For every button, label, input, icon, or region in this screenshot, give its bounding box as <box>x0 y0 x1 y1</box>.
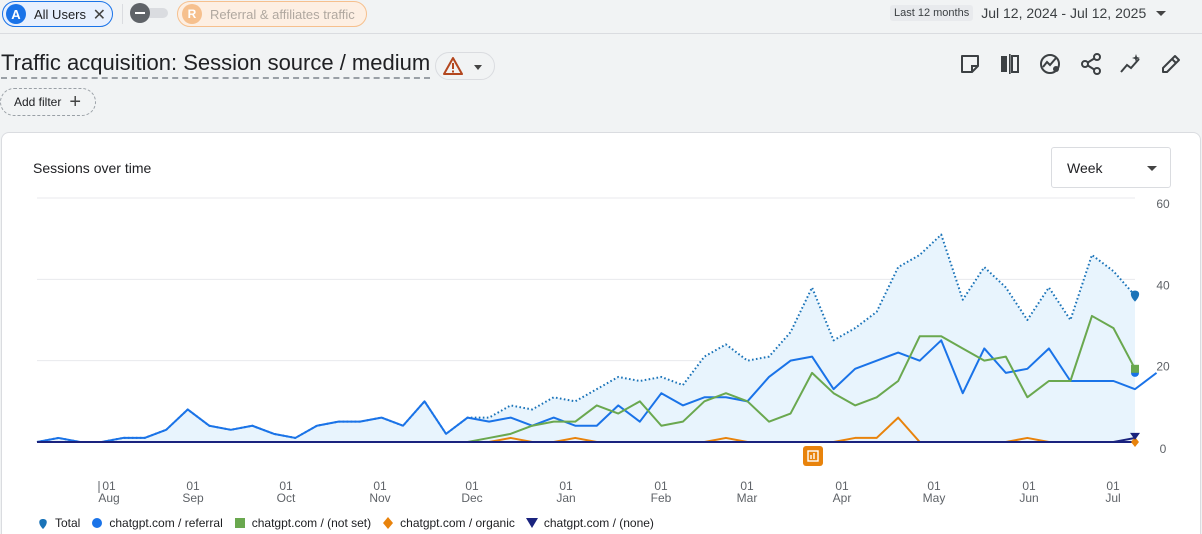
legend-item[interactable]: Total <box>36 516 80 530</box>
x-tick-day: 01 <box>927 479 941 493</box>
legend-item[interactable]: chatgpt.com / (not set) <box>233 516 371 530</box>
legend-swatch <box>92 518 103 528</box>
chevron-down-icon <box>474 65 482 70</box>
date-preset-label: Last 12 months <box>890 5 974 21</box>
top-bar: A All Users ✕ R Referral & affiliates tr… <box>0 0 1202 28</box>
toggle-knob <box>130 3 150 23</box>
x-tick-month: Sep <box>182 491 204 505</box>
legend-item[interactable]: chatgpt.com / referral <box>90 516 223 530</box>
chart-area-layer <box>37 234 1135 442</box>
trend-sparkle-icon[interactable] <box>1119 52 1143 76</box>
x-tick-month: Mar <box>737 491 758 505</box>
insights-icon[interactable] <box>1038 52 1062 76</box>
organic-end-marker <box>1131 437 1139 447</box>
comparison-badge: R <box>182 4 202 24</box>
legend-label: Total <box>55 516 81 530</box>
x-tick-day: 01 <box>465 479 479 493</box>
x-tick-month: Aug <box>98 491 119 505</box>
series-line-0 <box>36 233 1136 443</box>
segment-chip-all-users[interactable]: A All Users ✕ <box>2 1 113 27</box>
edit-pencil-icon[interactable] <box>1159 52 1183 76</box>
legend-label: chatgpt.com / (not set) <box>251 516 372 530</box>
period-value: Week <box>1067 160 1103 176</box>
x-tick-day: 01 <box>740 479 754 493</box>
x-tick-day: 01 <box>102 479 116 493</box>
comparison-label: Referral & affiliates traffic <box>210 6 355 22</box>
annotation-marker-inner <box>807 450 819 462</box>
x-tick-day: 01 <box>373 479 387 493</box>
series-line-1 <box>36 339 1158 443</box>
x-tick-month: Feb <box>651 491 672 505</box>
chart-legend: Total chatgpt.com / referral chatgpt.com /… <box>36 516 664 530</box>
note-icon[interactable] <box>958 52 982 76</box>
legend-item[interactable]: chatgpt.com / organic <box>381 516 515 530</box>
y-tick-label: 40 <box>1156 278 1170 292</box>
date-range-value: Jul 12, 2024 - Jul 12, 2025 <box>981 5 1147 21</box>
x-tick-day: 01 <box>1106 479 1120 493</box>
y-tick-label: 20 <box>1156 360 1170 374</box>
comparison-chip-referral[interactable]: R Referral & affiliates traffic <box>177 1 367 27</box>
plus-icon: + <box>69 91 82 113</box>
close-icon[interactable]: ✕ <box>92 7 106 24</box>
series-line-2 <box>467 314 1136 443</box>
legend-swatch <box>234 518 245 528</box>
comparison-toggle[interactable] <box>130 3 168 23</box>
y-tick-label: 0 <box>1160 442 1167 456</box>
legend-item[interactable]: chatgpt.com / (none) <box>525 516 654 530</box>
x-tick-month: May <box>923 491 946 505</box>
toggle-track <box>138 8 168 18</box>
add-filter-label: Add filter <box>14 95 62 109</box>
chevron-down-icon <box>1156 10 1167 16</box>
legend-swatch <box>383 517 394 529</box>
legend-swatch <box>525 518 538 528</box>
annotation-marker <box>803 446 823 466</box>
x-tick-month: Apr <box>833 491 852 505</box>
add-filter-button[interactable]: Add filter + <box>0 88 96 116</box>
segment-label: All Users <box>34 6 87 22</box>
not-set-end-marker <box>1131 364 1139 373</box>
divider <box>122 4 123 24</box>
warning-icon <box>443 57 463 75</box>
x-tick-day: 01 <box>654 479 668 493</box>
x-tick-day: 01 <box>279 479 293 493</box>
x-tick-month: Jun <box>1019 491 1038 505</box>
divider <box>0 33 1202 34</box>
total-end-marker <box>1130 290 1140 302</box>
total-area <box>37 234 1135 442</box>
x-tick-month: Nov <box>369 491 390 505</box>
x-tick-day: 01 <box>835 479 849 493</box>
card-title: Sessions over time <box>33 160 152 176</box>
chart-axis-layer: 020406001Aug01Sep01Oct01Nov01Dec01Jan01F… <box>37 197 1170 505</box>
date-range-picker[interactable]: Last 12 months Jul 12, 2024 - Jul 12, 20… <box>890 5 1167 21</box>
legend-label: chatgpt.com / (none) <box>543 516 654 530</box>
legend-label: chatgpt.com / referral <box>109 516 223 530</box>
x-tick-day: 01 <box>186 479 200 493</box>
chevron-down-icon <box>1147 166 1157 171</box>
x-tick-month: Jan <box>556 491 575 505</box>
legend-swatch <box>39 519 47 529</box>
page-title: Traffic acquisition: Session source / me… <box>1 50 431 79</box>
x-tick-month: Jul <box>1105 491 1120 505</box>
x-tick-month: Dec <box>461 491 482 505</box>
x-tick-day: 01 <box>1022 479 1036 493</box>
none-end-marker <box>1130 432 1140 440</box>
x-tick-month: Oct <box>277 491 296 505</box>
period-select[interactable]: Week <box>1051 147 1171 188</box>
chart-marker-layer <box>803 290 1140 466</box>
share-icon[interactable] <box>1079 52 1103 76</box>
y-tick-label: 60 <box>1156 197 1170 211</box>
data-quality-dropdown[interactable] <box>435 52 495 80</box>
segment-badge: A <box>6 4 26 24</box>
legend-label: chatgpt.com / organic <box>400 516 515 530</box>
compare-icon[interactable] <box>998 52 1022 76</box>
x-tick-day: 01 <box>559 479 573 493</box>
